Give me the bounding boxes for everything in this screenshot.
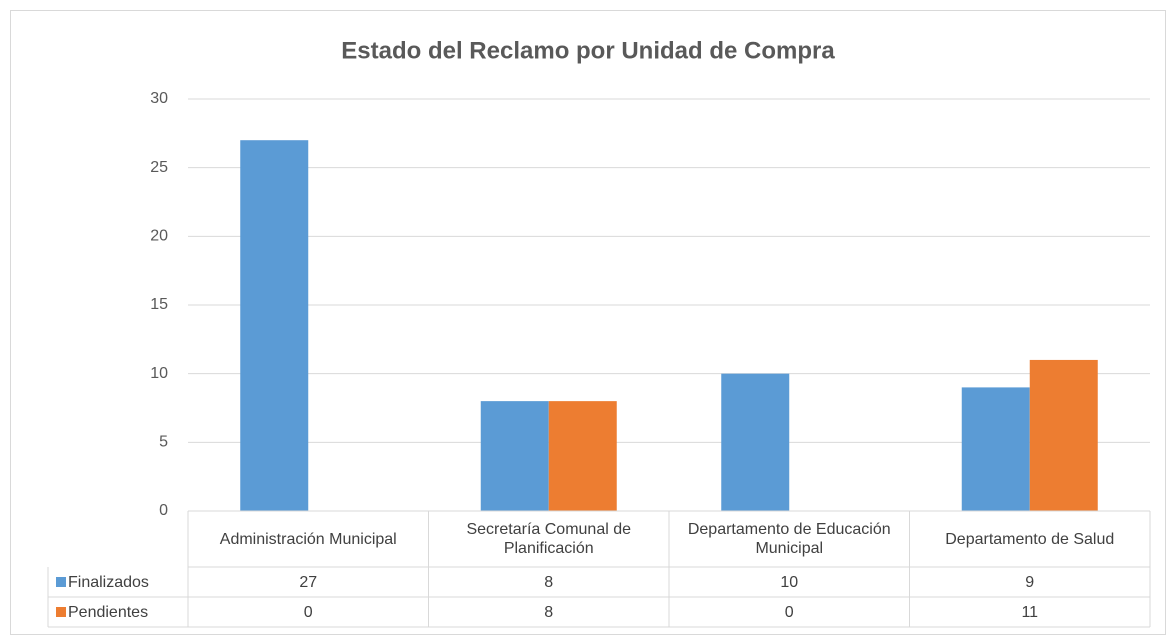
table-value: 9 [1025,573,1035,591]
y-tick-label: 20 [150,228,168,245]
bar [721,373,790,511]
table-value: 0 [303,603,313,621]
category-label: Administración Municipal [219,530,397,548]
category-label: Departamento de Salud [945,530,1115,548]
bar [240,140,309,511]
category-label: Departamento de Educación Municipal [687,521,891,557]
table-value: 11 [1021,603,1039,621]
y-tick-label: 10 [150,365,168,382]
legend-key [56,607,66,617]
table-value: 0 [784,603,794,621]
category-label: Secretaría Comunal de Planificación [466,521,632,557]
bar [548,401,617,511]
bar [1029,359,1098,511]
legend-label: Pendientes [68,603,149,621]
legend-key [56,577,66,587]
bar [480,401,549,511]
table-value: 8 [544,603,554,621]
chart-title: Estado del Reclamo por Unidad de Compra [341,37,835,64]
legend-label: Finalizados [68,573,149,591]
y-tick-label: 5 [159,434,168,451]
bar [961,387,1030,511]
table-value: 10 [780,573,799,591]
chart-border [10,10,1166,635]
y-tick-label: 30 [150,90,168,107]
y-tick-label: 25 [150,159,168,176]
table-value: 27 [299,573,318,591]
y-tick-label: 0 [159,502,168,519]
table-value: 8 [544,573,554,591]
y-tick-label: 15 [150,296,168,313]
